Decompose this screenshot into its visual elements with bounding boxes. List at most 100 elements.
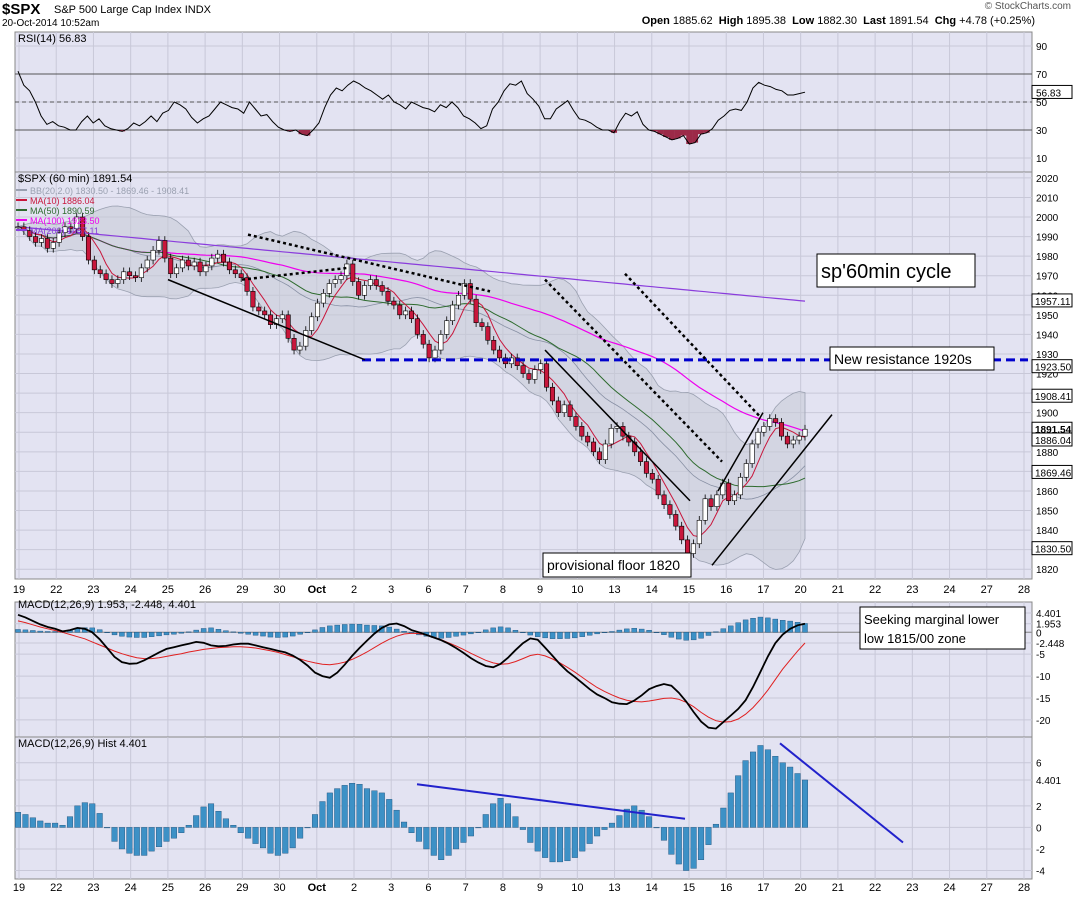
timestamp: 20-Oct-2014 10:52am: [2, 18, 100, 29]
candle: [479, 322, 485, 327]
hist-bar: [772, 756, 779, 828]
macd-hist-bar: [535, 632, 541, 637]
candle: [655, 478, 661, 496]
price-value-label: 1886.04: [1035, 436, 1072, 447]
hist-bar: [371, 790, 378, 828]
candle: [91, 259, 97, 271]
candle: [262, 310, 268, 316]
hist-bar: [349, 783, 356, 828]
hist-bar: [638, 809, 645, 828]
annotation-seeking-2: low 1815/00 zone: [864, 631, 966, 646]
hist-bar: [89, 803, 96, 828]
rsi-oversold-fill: [692, 130, 699, 143]
macd-hist-bar: [245, 632, 251, 635]
hist-bar: [779, 762, 786, 828]
index-fullname: S&P 500 Large Cap Index: [54, 4, 182, 16]
macd-hist-bar: [364, 624, 370, 633]
y-tick-label: 1.953: [1036, 620, 1061, 631]
candle: [209, 257, 215, 267]
hist-bar: [653, 827, 660, 829]
macd-hist-bar: [765, 617, 771, 633]
macd-hist-bar: [646, 630, 652, 633]
y-tick-label: 2010: [1036, 193, 1059, 204]
macd-hist-bar: [327, 625, 333, 633]
candle: [15, 226, 21, 229]
candle: [685, 539, 691, 554]
rsi-value-label: 56.83: [1036, 88, 1061, 99]
candle: [379, 285, 385, 292]
macd-hist-bar: [119, 632, 125, 637]
hist-bar: [453, 827, 460, 850]
y-tick-label: 1970: [1036, 272, 1059, 283]
candle: [491, 339, 497, 351]
macd-hist-bar: [193, 629, 199, 633]
candle: [74, 216, 80, 230]
y-tick-label: 1860: [1036, 487, 1059, 498]
rsi-oversold-fill: [674, 130, 681, 139]
candle: [737, 476, 743, 496]
macd-hist-bar: [460, 632, 467, 636]
candle: [273, 318, 279, 325]
macd-hist-bar: [186, 631, 192, 633]
macd-hist-bar: [401, 631, 407, 633]
hist-bar: [430, 827, 437, 856]
y-tick-label: 1940: [1036, 330, 1059, 341]
y-tick-label: 1900: [1036, 409, 1059, 420]
hist-bar: [616, 815, 623, 828]
candle: [450, 304, 456, 322]
hist-bar: [245, 827, 252, 839]
hist-bar: [683, 827, 690, 871]
price-x-tick: 28: [1018, 584, 1030, 596]
macd-hist-bar: [148, 632, 155, 637]
rsi-oversold-fill: [686, 130, 693, 144]
candle: [385, 291, 391, 302]
hist-bar: [141, 827, 148, 856]
hist-title: MACD(12,26,9) Hist 4.401: [18, 738, 147, 750]
candle: [708, 498, 714, 507]
hist-x-tick: Oct: [308, 882, 327, 894]
macd-line: [17, 613, 806, 730]
hist-bar: [579, 827, 586, 852]
hist-x-tick: 30: [273, 882, 285, 894]
hist-bar: [96, 813, 103, 828]
hist-bar: [668, 827, 675, 855]
candle: [250, 291, 256, 308]
macd-hist-bar: [393, 628, 400, 633]
candle: [732, 494, 738, 502]
macd-hist-bar: [483, 629, 489, 633]
candle: [179, 259, 185, 269]
macd-hist-bar: [653, 632, 660, 633]
y-tick-label: -2.448: [1036, 639, 1065, 650]
macd-hist-bar: [661, 632, 667, 635]
legend-entry: MA(10) 1886.04: [30, 196, 95, 206]
hist-bar: [393, 809, 400, 828]
macd-hist-bar: [341, 624, 348, 633]
candle: [62, 226, 68, 233]
hist-bar: [764, 749, 771, 828]
hist-bar: [311, 814, 318, 828]
macd-hist-bar: [126, 632, 133, 638]
hist-x-tick: 23: [87, 882, 99, 894]
price-value-label: 1923.50: [1035, 363, 1072, 374]
y-tick-label: 90: [1036, 42, 1048, 53]
hist-bar: [111, 827, 118, 842]
rsi-value-badge: [1031, 84, 1073, 99]
candle: [56, 232, 62, 243]
candle: [362, 285, 368, 296]
hist-bar: [698, 827, 705, 860]
candle: [85, 236, 91, 261]
candle: [667, 504, 673, 515]
macd-hist-bar: [52, 631, 58, 633]
hist-bar: [571, 827, 578, 858]
hist-bar: [467, 827, 474, 837]
macd-hist-bar: [609, 631, 615, 633]
price-x-tick: 23: [87, 584, 99, 596]
candle: [297, 345, 303, 351]
hist-bar: [549, 827, 556, 863]
hist-bar: [594, 827, 601, 837]
candle: [185, 259, 191, 267]
hist-bar: [74, 805, 81, 828]
price-value-badge: [1031, 293, 1073, 308]
hist-bar: [787, 766, 794, 828]
hist-bar: [326, 792, 333, 828]
